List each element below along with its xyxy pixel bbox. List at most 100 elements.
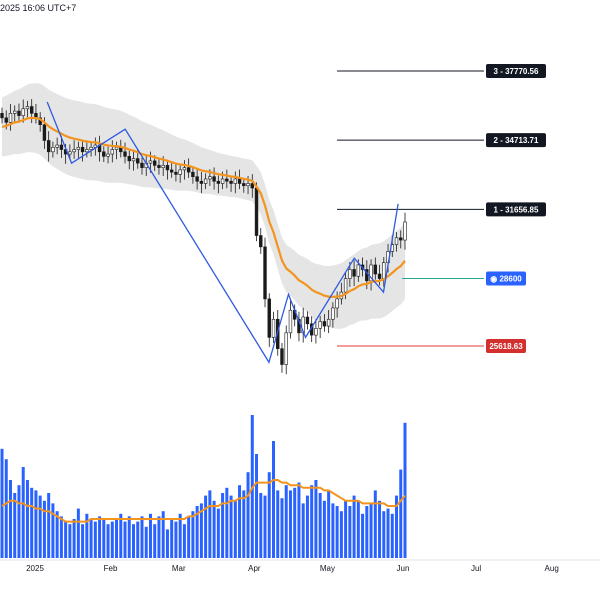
volume-bar [233,500,237,558]
x-tick-label: Aug [545,564,559,573]
candle-body [110,149,114,155]
x-tick-label: May [320,564,335,573]
volume-bar [106,524,110,558]
candle-body [186,167,191,173]
volume-bar [322,500,326,558]
candle-body [305,316,310,325]
volume-bar [204,495,208,558]
volume-bar [267,472,271,558]
volume-bar [378,500,382,558]
candle-body [242,183,246,187]
volume-bar [361,513,365,558]
volume-bar [144,526,148,558]
candle-body [182,167,187,171]
candle-body [46,140,51,153]
volume-bar [132,524,136,558]
volume-bar [182,524,186,558]
candle-body [237,178,242,184]
chart-timestamp: 2025 16:06 UTC+7 [0,3,77,13]
volume-bar [395,495,399,558]
volume-bar [191,511,195,558]
volume-bar [293,487,297,558]
candle-body [127,156,131,162]
candle-body [123,151,127,157]
candle-body [165,165,170,171]
candle-body [382,262,386,279]
volume-bar [373,490,377,558]
volume-bar [288,490,292,558]
volume-bar [136,521,140,558]
candle-body [161,165,165,168]
volume-bar [157,516,161,558]
volume-bar [339,511,343,558]
volume-bar [263,495,267,558]
volume-bar [123,521,127,558]
volume-bar [8,480,12,558]
candle-body [246,183,250,187]
candle-body [348,269,352,279]
volume-bar [127,516,131,558]
volume-bar [199,503,203,558]
volume-bar [140,516,144,558]
volume-bar [4,459,8,558]
volume-bar [72,519,76,558]
candle-body [102,151,106,157]
volume-bar [382,511,386,558]
volume-bar [280,498,284,558]
volume-bar [64,521,68,558]
volume-bar [165,529,169,558]
volume-bar [297,482,301,558]
volume-bar [68,524,72,558]
volume-bar [76,508,80,558]
volume-bar [259,493,263,558]
candle-body [373,264,378,275]
candle-body [17,110,21,116]
volume-bar [17,485,21,558]
candle-body [136,158,140,164]
level-2-label: 2 - 34713.71 [486,133,546,148]
volume-bar [0,448,4,558]
volume-bar [170,519,174,558]
volume-bar [47,493,51,558]
volume-bar [85,513,89,558]
volume-bar [271,441,275,558]
candle-body [203,178,208,184]
volume-bar [276,490,280,558]
volume-bars [0,415,407,558]
volume-bar [242,490,246,558]
candle-body [76,146,81,150]
level-stop-label: 25618.63 [486,339,526,353]
candle-body [229,180,233,184]
candle-body [93,144,98,148]
volume-bar [195,506,199,558]
volume-bar [344,500,348,558]
candle-body [318,321,322,329]
candle-body [394,237,399,245]
level-current-label: ◉ 28600 [486,271,526,286]
candle-body [263,246,267,300]
candle-body [195,176,199,182]
candle-body [140,162,144,168]
volume-bar [229,495,233,558]
volume-bar [403,422,407,558]
candle-body [326,318,331,327]
volume-bar [59,516,63,558]
candle-body [4,117,8,123]
volume-bar [102,519,106,558]
volume-bar [310,485,314,558]
candle-body [356,264,361,277]
level-3-label: 3 - 37770.56 [486,64,546,78]
svg-text:1 - 31656.85: 1 - 31656.85 [494,205,539,214]
candle-body [220,178,225,184]
candle-body [148,160,153,164]
volume-bar [356,500,360,558]
volume-bar [314,480,318,558]
zigzag-line [46,101,399,364]
candle-body [0,113,4,119]
volume-bar [331,503,335,558]
x-tick-label: Mar [172,564,186,573]
volume-bar [21,467,25,558]
volume-bar [318,493,322,558]
candle-body [106,153,110,157]
